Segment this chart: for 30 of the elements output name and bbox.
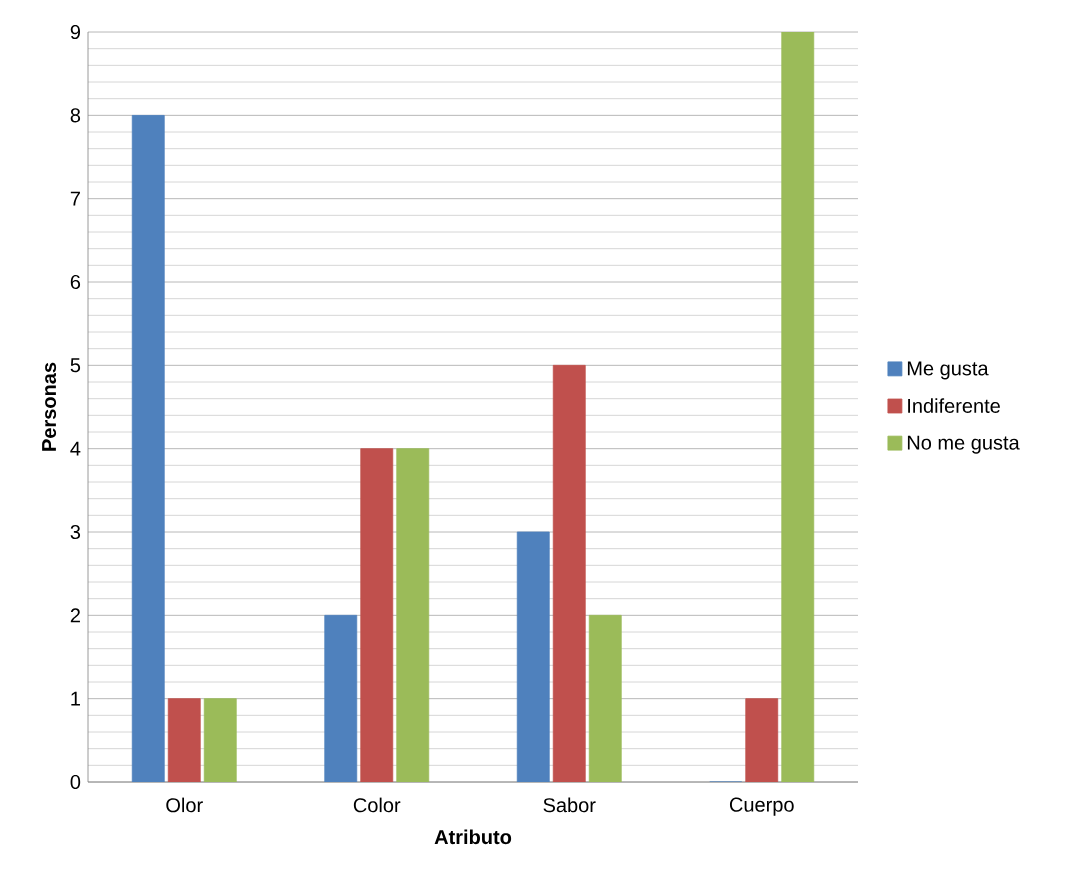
bar (781, 32, 815, 782)
bar (203, 698, 237, 782)
y-tick-label: 8 (70, 108, 81, 123)
x-axis-title: Atributo (434, 829, 512, 845)
y-tick-label: 2 (70, 608, 80, 623)
x-tick-label: Olor (166, 797, 203, 813)
y-tick-label: 7 (70, 191, 80, 206)
y-tick-label: 0 (70, 774, 81, 790)
y-tick-label: 9 (70, 24, 81, 40)
y-tick-label: 1 (71, 691, 80, 706)
legend-label: No me gusta (907, 435, 1020, 454)
bar (131, 114, 165, 782)
x-tick-label: Color (353, 797, 401, 813)
x-tick-label: Cuerpo (729, 797, 794, 816)
bar (516, 531, 550, 782)
bar (324, 614, 358, 782)
legend-label: Me gusta (907, 361, 989, 380)
y-axis-title: Personas (42, 362, 57, 451)
y-tick-label: 3 (70, 524, 81, 540)
legend-label: Indiferente (908, 398, 1000, 413)
x-tick-label: Sabor (543, 797, 596, 813)
y-tick-label: 4 (70, 441, 81, 456)
bar (552, 364, 586, 782)
bar (167, 698, 201, 782)
y-tick-label: 5 (70, 358, 81, 373)
bar (360, 448, 394, 782)
bar (396, 448, 430, 782)
y-tick-label: 6 (70, 274, 81, 290)
bar (745, 698, 779, 782)
bar (588, 614, 622, 782)
